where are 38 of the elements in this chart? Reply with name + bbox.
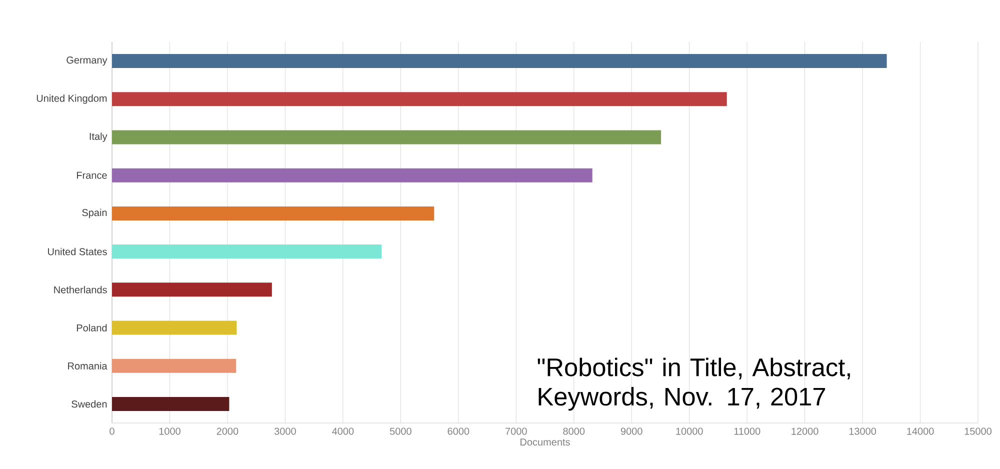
x-tick-label: 6000	[448, 428, 470, 435]
x-tick-label: 15000	[964, 428, 992, 435]
y-tick-label: Romania	[68, 362, 108, 370]
bar	[112, 206, 434, 220]
bar	[112, 358, 236, 373]
x-tick-label: 12000	[792, 428, 818, 435]
y-tick-label: Netherlands	[54, 286, 107, 294]
y-tick-label: France	[76, 172, 107, 179]
y-tick-label: Germany	[66, 56, 108, 66]
x-tick-label: 7000	[506, 428, 527, 435]
bar	[112, 282, 272, 297]
bar	[112, 54, 887, 68]
bar	[112, 244, 382, 259]
annotation: "Robotics" in Title, Abstract, Keywords, Nov. 17, 2017	[538, 358, 850, 411]
bar	[112, 168, 592, 182]
bar	[112, 92, 727, 106]
y-tick-label: United States	[48, 248, 107, 256]
bar	[112, 396, 230, 411]
y-tick-label: United Kingdom	[36, 94, 107, 104]
bar	[112, 130, 662, 144]
x-tick-label: 14000	[907, 428, 934, 435]
x-tick-label: 9000	[620, 428, 642, 435]
y-tick-label: Spain	[82, 208, 107, 218]
y-tick-label: Poland	[76, 324, 107, 332]
x-tick-label: 13000	[849, 428, 876, 435]
x-tick-label: 0	[110, 428, 114, 435]
x-tick-label: 4000	[332, 428, 354, 435]
x-tick-label: 1000	[159, 428, 180, 435]
y-tick-label: Sweden	[72, 400, 107, 408]
x-tick-label: 2000	[216, 428, 238, 435]
bar	[112, 320, 237, 335]
x-axis-title: Documents	[520, 438, 570, 446]
x-tick-label: 8000	[563, 428, 585, 435]
x-tick-label: 11000	[734, 428, 760, 435]
x-tick-label: 10000	[676, 428, 703, 435]
x-tick-label: 5000	[390, 428, 412, 435]
y-tick-label: Italy	[90, 132, 108, 142]
x-tick-label: 3000	[274, 428, 296, 435]
